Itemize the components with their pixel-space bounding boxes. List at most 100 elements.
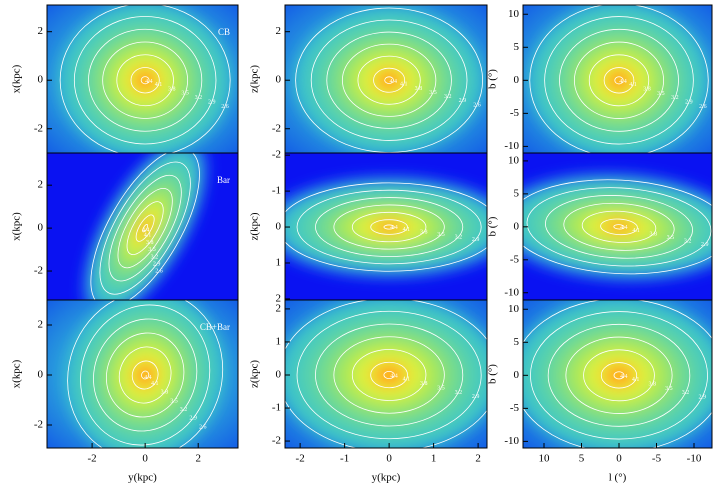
contour [117, 188, 173, 269]
contour-label: 3.8 [420, 229, 428, 235]
panel-frame [522, 299, 713, 449]
contour-label: 3.2 [455, 390, 463, 396]
y-tick-label: -1 [272, 185, 281, 197]
contour [565, 336, 673, 414]
y-tick-label: -2 [272, 149, 281, 161]
y-tick-label: 0 [276, 221, 282, 233]
density-level [614, 371, 624, 379]
contour-label: 4.1 [403, 227, 411, 233]
contour [530, 311, 708, 440]
y-axis-label: b (°) [487, 69, 499, 89]
contour [351, 211, 427, 243]
y-tick-label: 2 [38, 25, 44, 37]
density-level [142, 224, 148, 232]
y-tick-label: 2 [276, 302, 282, 314]
contour [295, 7, 484, 153]
contour [326, 31, 452, 129]
y-tick-label: 1 [276, 257, 282, 269]
y-axis-label: b (°) [487, 216, 499, 236]
contour-label: 3.5 [437, 232, 445, 238]
panel-annotation: CB [218, 27, 230, 37]
y-tick-label: 0 [276, 369, 282, 381]
y-tick-label: -10 [504, 435, 519, 447]
contour [296, 189, 482, 265]
density-map [82, 153, 208, 300]
contour-label: 3.2 [684, 238, 692, 244]
contour [341, 43, 437, 117]
x-tick-label: -2 [296, 453, 305, 465]
y-axis-label: x(kpc) [11, 64, 23, 93]
x-tick-label: 10 [539, 453, 551, 465]
contour-label: 3.5 [665, 386, 673, 392]
contour [581, 210, 657, 243]
contour [108, 174, 182, 282]
density-map [285, 176, 487, 278]
contour-label: 2.9 [472, 237, 480, 243]
contour [603, 67, 635, 94]
contour-label: 2.6 [155, 269, 163, 275]
y-axis-label: z(kpc) [249, 360, 261, 388]
density-level [141, 371, 149, 379]
density-level [383, 371, 395, 379]
x-tick-label: 2 [475, 453, 481, 465]
x-tick-label: -10 [687, 453, 702, 465]
density-map [529, 5, 709, 153]
y-tick-label: -2 [34, 419, 43, 431]
contour [130, 67, 160, 94]
panel: 2.62.93.23.53.84.14.4 [47, 300, 238, 448]
y-tick-label: -2 [34, 122, 43, 134]
x-axis-label: l (°) [609, 472, 627, 484]
y-tick-label: 2 [276, 25, 282, 37]
contour [296, 310, 482, 440]
contour [140, 76, 150, 85]
contour [131, 360, 159, 390]
y-tick-label: 0 [38, 74, 44, 86]
y-tick-label: 0 [38, 369, 44, 381]
contour-label: 2.9 [153, 261, 161, 267]
contour [93, 318, 198, 432]
contour [105, 332, 185, 418]
x-tick-label: -5 [652, 453, 662, 465]
contour [600, 362, 638, 389]
contour-label: 4.1 [151, 381, 159, 387]
y-tick-label: -2 [34, 265, 43, 277]
contour-label: 3.2 [455, 234, 463, 240]
contour-label: 4.4 [144, 375, 152, 381]
x-tick-label: 0 [616, 453, 622, 465]
contour-label: 4.4 [389, 79, 397, 85]
contour [383, 224, 395, 230]
contour [613, 224, 625, 230]
y-tick-label: 2 [276, 292, 282, 304]
contour-label: 3.8 [146, 240, 154, 246]
contour-label: 3.8 [415, 86, 423, 92]
panel-frame [46, 299, 239, 449]
density-level [384, 76, 394, 84]
contour [59, 5, 231, 153]
contour-label: 2.9 [685, 100, 693, 106]
contour [563, 202, 675, 251]
contour-label: 4.4 [620, 225, 628, 231]
contour-label: 3.5 [181, 91, 189, 97]
y-tick-label: -2 [272, 435, 281, 447]
x-axis-label: y(kpc) [372, 472, 401, 484]
x-axis-label: y(kpc) [128, 472, 157, 484]
y-axis-label: b (°) [487, 364, 499, 384]
contour [370, 361, 408, 389]
y-tick-label: 2 [38, 179, 44, 191]
density-map [523, 300, 712, 448]
contour [135, 214, 155, 242]
contour-label: 2.9 [459, 98, 467, 104]
y-tick-label: 5 [514, 336, 520, 348]
contour-label: 3.5 [148, 247, 156, 253]
x-tick-label: 1 [431, 453, 437, 465]
y-tick-label: 0 [276, 74, 282, 86]
contour [310, 19, 468, 141]
contour [73, 16, 217, 145]
contour [370, 219, 408, 235]
contour-label: 4.4 [390, 374, 398, 380]
y-tick-label: 10 [508, 8, 520, 20]
density-level [614, 76, 624, 84]
density-map [67, 300, 223, 448]
contour-label: 3.2 [195, 95, 203, 101]
y-tick-label: 0 [38, 222, 44, 234]
